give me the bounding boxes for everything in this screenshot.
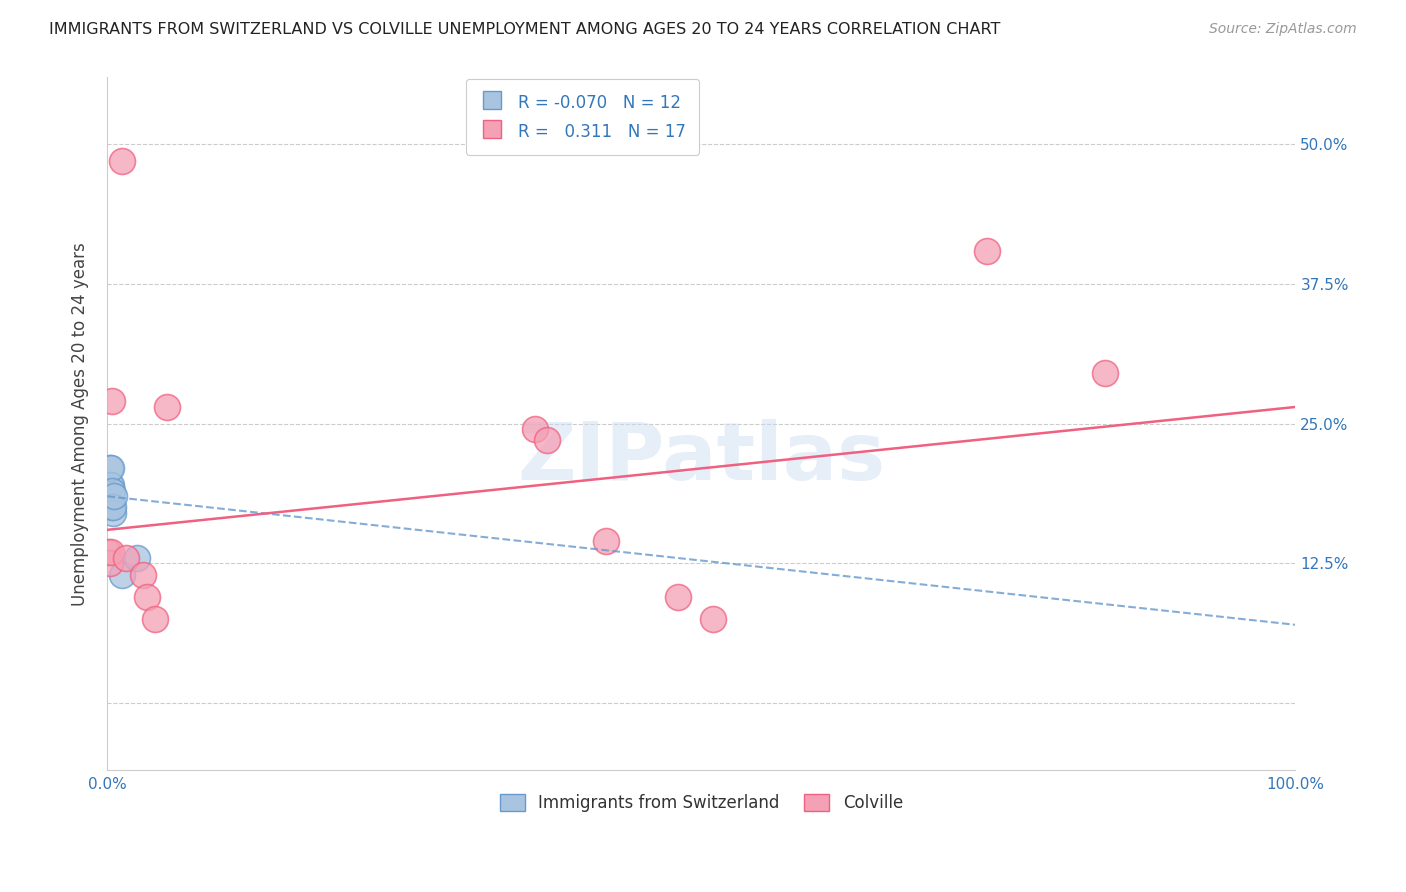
Point [101, 394, 124, 409]
Text: ZIPatlas: ZIPatlas [517, 419, 886, 498]
Point [1094, 367, 1116, 381]
Point [97, 500, 120, 515]
Point [103, 506, 125, 520]
Legend: Immigrants from Switzerland, Colville: Immigrants from Switzerland, Colville [488, 782, 915, 824]
Point [702, 612, 724, 626]
Point [98, 478, 121, 492]
Point [98, 557, 121, 571]
Point [125, 550, 148, 565]
Point [595, 534, 617, 549]
Point [101, 483, 124, 498]
Point [98, 461, 121, 475]
Point [536, 434, 558, 448]
Point [101, 500, 124, 515]
Text: IMMIGRANTS FROM SWITZERLAND VS COLVILLE UNEMPLOYMENT AMONG AGES 20 TO 24 YEARS C: IMMIGRANTS FROM SWITZERLAND VS COLVILLE … [49, 22, 1001, 37]
Point [110, 567, 132, 582]
Point [156, 400, 179, 414]
Point [97, 545, 120, 559]
Point [666, 590, 689, 604]
Point [100, 478, 122, 492]
Y-axis label: Unemployment Among Ages 20 to 24 years: Unemployment Among Ages 20 to 24 years [72, 242, 89, 606]
Point [100, 545, 122, 559]
Point [524, 422, 547, 436]
Point [976, 244, 998, 258]
Point [103, 489, 125, 503]
Point [135, 590, 157, 604]
Point [143, 612, 166, 626]
Point [103, 500, 125, 515]
Point [110, 154, 132, 169]
Point [100, 461, 122, 475]
Point [132, 567, 155, 582]
Text: Source: ZipAtlas.com: Source: ZipAtlas.com [1209, 22, 1357, 37]
Point [115, 550, 138, 565]
